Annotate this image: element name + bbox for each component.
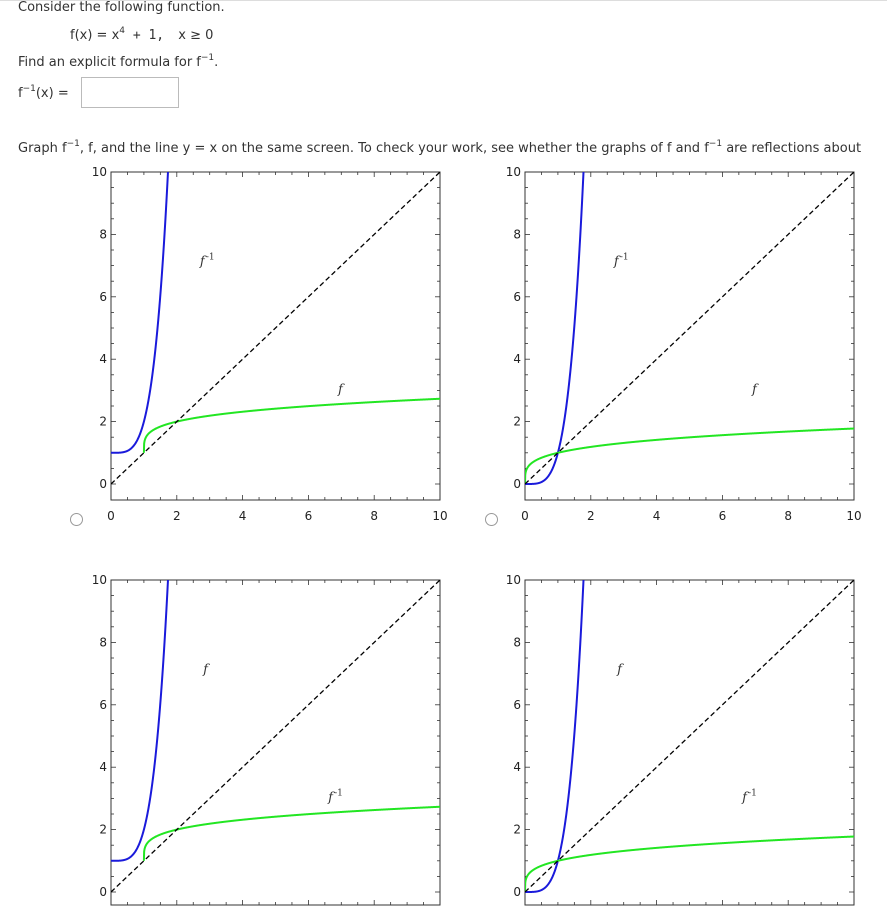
y-tick-label: 2 bbox=[513, 415, 521, 429]
find-text: Find an explicit formula for f bbox=[18, 55, 201, 70]
blue-curve bbox=[111, 172, 169, 454]
y-tick-label: 0 bbox=[99, 477, 107, 491]
y-tick-label: 0 bbox=[513, 477, 521, 491]
answer-label-sup: −1 bbox=[22, 83, 36, 94]
question-intro: Consider the following function. bbox=[18, 0, 225, 15]
graph-instruction-4: are reflections about bbox=[722, 141, 862, 156]
answer-label: f−1(x) = bbox=[18, 83, 69, 101]
y-tick-label: 10 bbox=[506, 165, 521, 179]
y-tick-label: 0 bbox=[99, 885, 107, 899]
curve-label: f bbox=[199, 255, 207, 270]
blue-curve bbox=[525, 580, 585, 893]
function-definition: f(x) = x4 + 1, x ≥ 0 bbox=[70, 25, 214, 43]
x-tick-label: 6 bbox=[305, 509, 313, 523]
green-curve bbox=[142, 805, 440, 861]
y-tick-label: 8 bbox=[513, 227, 521, 241]
curve-label: f bbox=[327, 791, 335, 806]
y-tick-label: 2 bbox=[99, 415, 107, 429]
answer-label-end: (x) = bbox=[35, 86, 69, 101]
identity-line bbox=[111, 580, 440, 893]
find-end: . bbox=[214, 55, 219, 70]
y-tick-label: 4 bbox=[513, 352, 521, 366]
y-tick-label: 8 bbox=[99, 227, 107, 241]
x-tick-label: 4 bbox=[653, 509, 661, 523]
find-instruction: Find an explicit formula for f−1. bbox=[18, 52, 219, 70]
y-tick-label: 6 bbox=[513, 698, 521, 712]
blue-curve bbox=[111, 580, 169, 862]
y-tick-label: 4 bbox=[99, 352, 107, 366]
curve-label: f bbox=[202, 663, 210, 678]
y-tick-label: 6 bbox=[99, 290, 107, 304]
x-tick-label: 6 bbox=[719, 509, 727, 523]
x-tick-label: 10 bbox=[846, 509, 861, 523]
curve-label: f bbox=[613, 255, 621, 270]
function-rhs: + 1, bbox=[125, 28, 165, 43]
green-curve bbox=[525, 835, 854, 893]
function-lhs: f(x) = x bbox=[70, 28, 120, 43]
y-tick-label: 0 bbox=[513, 885, 521, 899]
answer-label-base: f bbox=[18, 86, 23, 101]
graph-instruction-2: , f, and the line bbox=[79, 141, 183, 156]
y-tick-label: 10 bbox=[92, 573, 107, 587]
identity-line bbox=[111, 172, 440, 485]
curve-label-superscript: -1 bbox=[620, 253, 629, 263]
y-tick-label: 8 bbox=[513, 635, 521, 649]
find-sup: −1 bbox=[200, 52, 215, 63]
x-tick-label: 2 bbox=[173, 509, 181, 523]
y-tick-label: 6 bbox=[99, 698, 107, 712]
plot-frame bbox=[110, 579, 441, 906]
y-tick-label: 8 bbox=[99, 635, 107, 649]
function-domain: x ≥ 0 bbox=[178, 28, 214, 43]
inverse-formula-input[interactable] bbox=[81, 77, 179, 108]
curve-label-superscript: -1 bbox=[748, 789, 757, 799]
plot-frame bbox=[110, 171, 441, 501]
graph-instruction-1: Graph f bbox=[18, 141, 67, 156]
y-tick-label: 10 bbox=[506, 573, 521, 587]
x-tick-label: 4 bbox=[239, 509, 247, 523]
radio-option-b[interactable] bbox=[485, 513, 498, 526]
y-tick-label: 4 bbox=[513, 760, 521, 774]
radio-option-a[interactable] bbox=[70, 513, 83, 526]
y-tick-label: 6 bbox=[513, 290, 521, 304]
y-tick-label: 2 bbox=[99, 823, 107, 837]
green-curve bbox=[142, 397, 440, 453]
graph-instruction-sup2: −1 bbox=[708, 138, 723, 149]
curve-label-superscript: -1 bbox=[206, 253, 215, 263]
curve-label-superscript: -1 bbox=[334, 789, 343, 799]
x-tick-label: 0 bbox=[107, 509, 115, 523]
y-tick-label: 4 bbox=[99, 760, 107, 774]
graph-instruction-3: on the same screen. To check your work, … bbox=[217, 141, 709, 156]
green-curve bbox=[525, 427, 854, 485]
graph-instruction-sup1: −1 bbox=[66, 138, 80, 149]
y-tick-label: 2 bbox=[513, 823, 521, 837]
graph-instruction-yx: y = x bbox=[182, 141, 218, 156]
blue-curve bbox=[525, 172, 585, 485]
top-border bbox=[0, 0, 887, 4]
x-tick-label: 8 bbox=[370, 509, 378, 523]
curve-label: f bbox=[337, 383, 345, 398]
x-tick-label: 10 bbox=[432, 509, 447, 523]
curve-label: f bbox=[616, 663, 624, 678]
identity-line bbox=[525, 580, 854, 893]
graph-instruction: Graph f−1, f, and the line y = x on the … bbox=[18, 138, 862, 156]
x-tick-label: 0 bbox=[521, 509, 529, 523]
x-tick-label: 2 bbox=[587, 509, 595, 523]
y-tick-label: 10 bbox=[92, 165, 107, 179]
identity-line bbox=[525, 172, 854, 485]
x-tick-label: 8 bbox=[784, 509, 792, 523]
curve-label: f bbox=[741, 791, 749, 806]
function-exponent: 4 bbox=[119, 25, 125, 36]
curve-label: f bbox=[751, 383, 759, 398]
